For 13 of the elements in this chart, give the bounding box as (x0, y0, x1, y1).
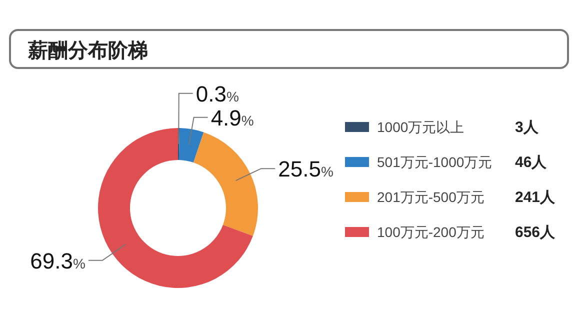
data-label: 4.9% (210, 105, 254, 130)
legend-label: 1000万元以上 (377, 119, 464, 135)
text: 656人 (515, 224, 556, 241)
text: 3人 (515, 119, 540, 136)
data-label: 69.3% (30, 248, 86, 274)
data-label: 0.3% (196, 81, 239, 106)
text: 241人 (515, 189, 556, 206)
data-label: 25.5% (278, 156, 334, 182)
chart-title: 薪酬分布阶梯 (27, 40, 148, 62)
text: 46人 (515, 154, 548, 171)
legend-label: 201万元-500万元 (377, 189, 484, 205)
legend-label: 501万元-1000万元 (377, 154, 492, 170)
legend-label: 100万元-200万元 (377, 224, 484, 240)
